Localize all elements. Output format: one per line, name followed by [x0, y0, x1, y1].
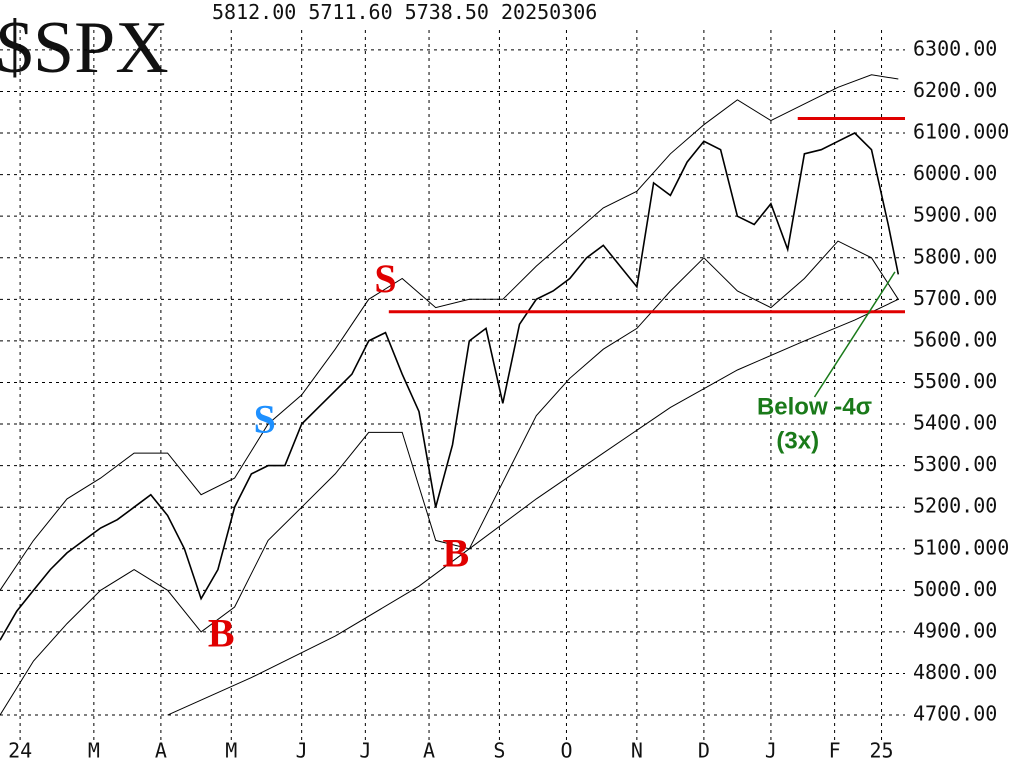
x-tick-label: S — [493, 739, 505, 763]
y-tick-label: 5600.00 — [913, 327, 997, 351]
series-line — [0, 132, 900, 641]
y-tick-label: 5900.00 — [913, 203, 997, 227]
series-line — [167, 298, 899, 716]
annotation: B — [443, 530, 470, 575]
y-tick-label: 6200.00 — [913, 78, 997, 102]
annotation: Below -4σ — [757, 394, 872, 421]
y-tick-label: 5200.00 — [913, 494, 997, 518]
x-tick-label: A — [155, 739, 167, 763]
y-tick-label: 4700.00 — [913, 702, 997, 726]
annotation: (3x) — [776, 428, 819, 455]
y-tick-label: 6100.000 — [913, 120, 1009, 144]
series-line — [0, 240, 899, 716]
series-line — [0, 74, 899, 591]
x-tick-label: N — [631, 739, 643, 763]
annotation: S — [374, 256, 396, 301]
x-tick-label: F — [829, 739, 841, 763]
x-tick-label: M — [88, 739, 100, 763]
y-tick-label: 4800.00 — [913, 660, 997, 684]
y-tick-label: 5500.00 — [913, 369, 997, 393]
y-tick-label: 5400.00 — [913, 411, 997, 435]
y-tick-label: 5100.000 — [913, 535, 1009, 559]
chart-title: $SPX — [0, 7, 169, 89]
annotation-pointer — [813, 271, 896, 398]
y-tick-label: 6000.00 — [913, 161, 997, 185]
x-tick-label: 24 — [8, 739, 32, 763]
y-tick-label: 5800.00 — [913, 244, 997, 268]
y-tick-label: 5000.00 — [913, 577, 997, 601]
x-tick-label: M — [225, 739, 237, 763]
y-tick-label: 5300.00 — [913, 452, 997, 476]
x-tick-label: 25 — [869, 739, 893, 763]
x-tick-label: J — [765, 739, 777, 763]
x-tick-label: A — [423, 739, 435, 763]
y-tick-label: 6300.00 — [913, 36, 997, 60]
annotation: S — [254, 396, 276, 441]
y-tick-label: 5700.00 — [913, 286, 997, 310]
x-tick-label: D — [698, 739, 710, 763]
y-tick-label: 4900.00 — [913, 618, 997, 642]
x-tick-label: J — [296, 739, 308, 763]
header-quote: 5812.00 5711.60 5738.50 20250306 — [212, 0, 597, 24]
annotation: B — [208, 610, 235, 655]
x-tick-label: O — [560, 739, 572, 763]
x-tick-label: J — [359, 739, 371, 763]
